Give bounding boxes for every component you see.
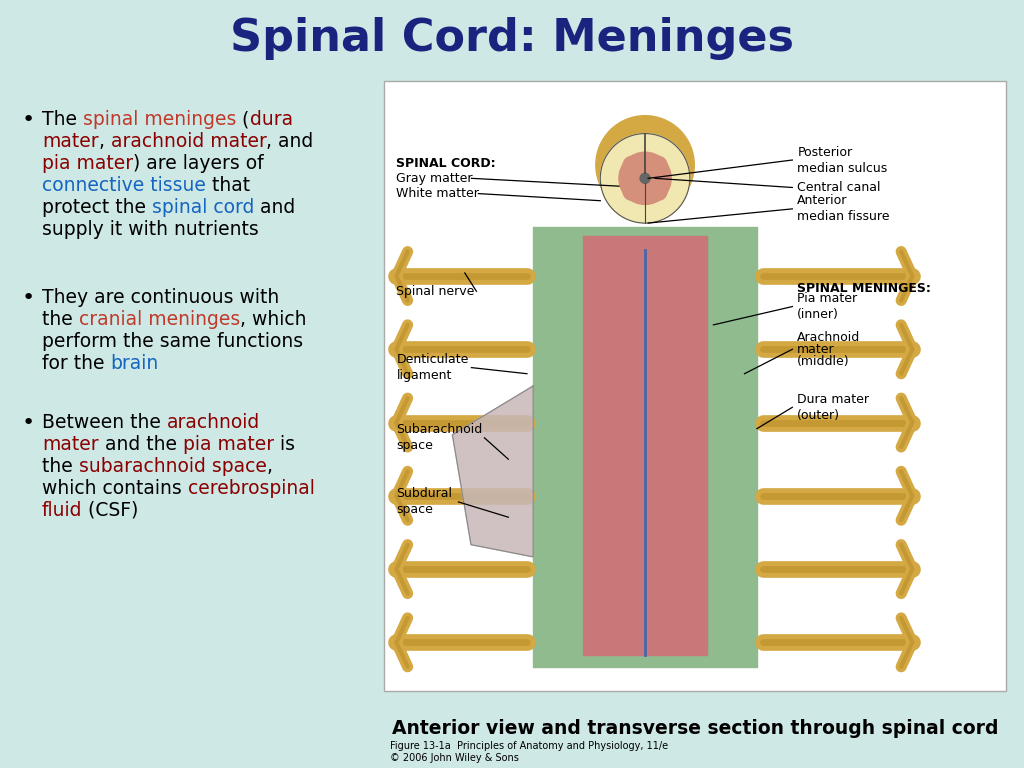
Text: © 2006 John Wiley & Sons: © 2006 John Wiley & Sons xyxy=(390,753,519,763)
Circle shape xyxy=(600,134,690,223)
Text: protect the: protect the xyxy=(42,198,152,217)
Text: dura: dura xyxy=(250,110,293,129)
Circle shape xyxy=(640,174,650,184)
Text: Central canal: Central canal xyxy=(798,181,881,194)
Text: the: the xyxy=(42,310,79,329)
Text: Gray matter: Gray matter xyxy=(396,172,473,185)
Text: for the: for the xyxy=(42,354,111,373)
Circle shape xyxy=(623,182,641,200)
Text: cerebrospinal: cerebrospinal xyxy=(187,479,314,498)
Text: arachnoid: arachnoid xyxy=(167,413,260,432)
Text: (: ( xyxy=(237,110,250,129)
Text: SPINAL MENINGES:: SPINAL MENINGES: xyxy=(798,282,931,295)
Text: which contains: which contains xyxy=(42,479,187,498)
Text: median fissure: median fissure xyxy=(798,210,890,223)
Text: •: • xyxy=(22,413,35,433)
Text: ,: , xyxy=(266,457,272,476)
Text: that: that xyxy=(206,176,250,195)
Text: White matter: White matter xyxy=(396,187,479,200)
Text: spinal cord: spinal cord xyxy=(152,198,254,217)
Text: Spinal nerve: Spinal nerve xyxy=(396,285,475,298)
Text: The: The xyxy=(42,110,83,129)
Text: cranial meninges: cranial meninges xyxy=(79,310,240,329)
Text: •: • xyxy=(22,110,35,130)
Bar xyxy=(384,81,1006,691)
Text: spinal meninges: spinal meninges xyxy=(83,110,237,129)
Text: (inner): (inner) xyxy=(798,308,840,321)
Text: connective tissue: connective tissue xyxy=(42,176,206,195)
Text: the: the xyxy=(42,457,79,476)
Text: Between the: Between the xyxy=(42,413,167,432)
Text: Figure 13-1a  Principles of Anatomy and Physiology, 11/e: Figure 13-1a Principles of Anatomy and P… xyxy=(390,741,668,751)
Text: and: and xyxy=(254,198,296,217)
Text: Posterior: Posterior xyxy=(798,145,852,158)
Text: Subdural: Subdural xyxy=(396,488,453,501)
Text: Arachnoid: Arachnoid xyxy=(798,331,860,344)
Text: subarachnoid space: subarachnoid space xyxy=(79,457,266,476)
Text: fluid: fluid xyxy=(42,501,83,520)
Circle shape xyxy=(623,156,641,174)
Text: space: space xyxy=(396,504,433,516)
Text: ,: , xyxy=(98,132,111,151)
Text: brain: brain xyxy=(111,354,159,373)
Circle shape xyxy=(618,152,671,204)
Text: space: space xyxy=(396,439,433,452)
Circle shape xyxy=(649,156,667,174)
Text: , which: , which xyxy=(240,310,306,329)
Text: and the: and the xyxy=(98,435,182,454)
Text: Anterior: Anterior xyxy=(798,194,848,207)
Text: Subarachnoid: Subarachnoid xyxy=(396,423,482,436)
Text: median sulcus: median sulcus xyxy=(798,161,888,174)
Text: Spinal Cord: Meninges: Spinal Cord: Meninges xyxy=(230,16,794,59)
Text: ligament: ligament xyxy=(396,369,452,382)
Text: (middle): (middle) xyxy=(798,355,850,368)
Text: supply it with nutrients: supply it with nutrients xyxy=(42,220,259,239)
Text: arachnoid mater: arachnoid mater xyxy=(111,132,266,151)
Text: perform the same functions: perform the same functions xyxy=(42,332,303,351)
Text: SPINAL CORD:: SPINAL CORD: xyxy=(396,157,496,170)
Text: Anterior view and transverse section through spinal cord: Anterior view and transverse section thr… xyxy=(391,719,998,738)
Circle shape xyxy=(596,116,694,214)
Text: mater: mater xyxy=(798,343,835,356)
Circle shape xyxy=(649,182,667,200)
Text: , and: , and xyxy=(266,132,313,151)
Text: ) are layers of: ) are layers of xyxy=(133,154,264,173)
Text: pia mater: pia mater xyxy=(182,435,273,454)
Text: Denticulate: Denticulate xyxy=(396,353,469,366)
Polygon shape xyxy=(453,386,534,557)
Text: mater: mater xyxy=(42,132,98,151)
Text: is: is xyxy=(273,435,295,454)
Text: Dura mater: Dura mater xyxy=(798,392,869,406)
Text: Pia mater: Pia mater xyxy=(798,292,857,305)
Text: (CSF): (CSF) xyxy=(83,501,139,520)
Text: They are continuous with: They are continuous with xyxy=(42,288,280,307)
Text: (outer): (outer) xyxy=(798,409,841,422)
Text: mater: mater xyxy=(42,435,98,454)
Text: pia mater: pia mater xyxy=(42,154,133,173)
Text: •: • xyxy=(22,288,35,308)
